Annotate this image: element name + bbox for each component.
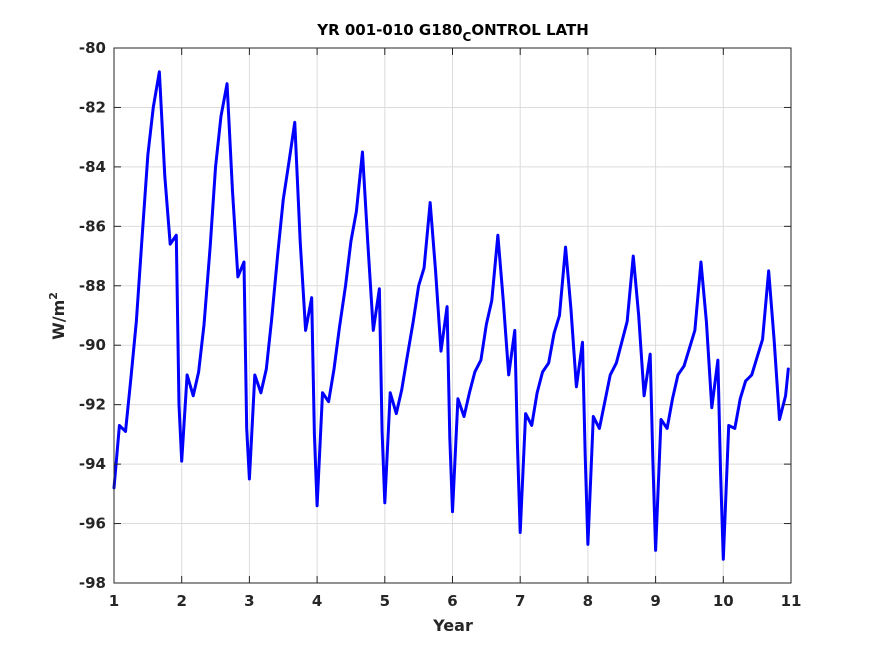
x-tick-label: 1 <box>109 592 119 610</box>
y-tick-label: -86 <box>79 217 106 235</box>
y-tick-label: -84 <box>79 158 106 176</box>
x-tick-label: 3 <box>244 592 254 610</box>
x-tick-labels: 1 2 3 4 5 6 7 8 9 10 11 <box>109 592 802 610</box>
title-main: YR 001-010 G180 <box>316 21 462 39</box>
y-tick-label: -94 <box>79 455 106 473</box>
y-axis-label-base: W/m <box>49 300 68 340</box>
x-tick-label: 4 <box>312 592 322 610</box>
title-subscript: C <box>463 30 472 44</box>
y-tick-label: -88 <box>79 277 106 295</box>
title-rest: ONTROL LATH <box>471 21 588 39</box>
series-line <box>112 70 790 561</box>
x-tick-label: 7 <box>515 592 525 610</box>
y-tick-label: -92 <box>79 396 106 414</box>
x-tick-label: 2 <box>176 592 186 610</box>
x-tick-label: 11 <box>781 592 802 610</box>
y-tick-label: -82 <box>79 98 106 116</box>
y-tick-label: -90 <box>79 336 106 354</box>
x-tick-label: 10 <box>713 592 734 610</box>
y-axis-label: W/m2 <box>47 292 68 340</box>
x-tick-label: 6 <box>447 592 457 610</box>
chart-title: YR 001-010 G180CONTROL LATH <box>316 21 589 44</box>
y-tick-labels: -98 -96 -94 -92 -90 -88 -86 -84 -82 -80 <box>79 39 106 592</box>
y-tick-label: -98 <box>79 574 106 592</box>
x-tick-label: 9 <box>650 592 660 610</box>
x-axis-label: Year <box>432 616 473 635</box>
x-tick-label: 8 <box>583 592 593 610</box>
y-tick-label: -96 <box>79 515 106 533</box>
x-tick-label: 5 <box>380 592 390 610</box>
axis-ticks <box>113 47 792 584</box>
y-axis-label-superscript: 2 <box>47 292 60 300</box>
y-tick-label: -80 <box>79 39 106 57</box>
